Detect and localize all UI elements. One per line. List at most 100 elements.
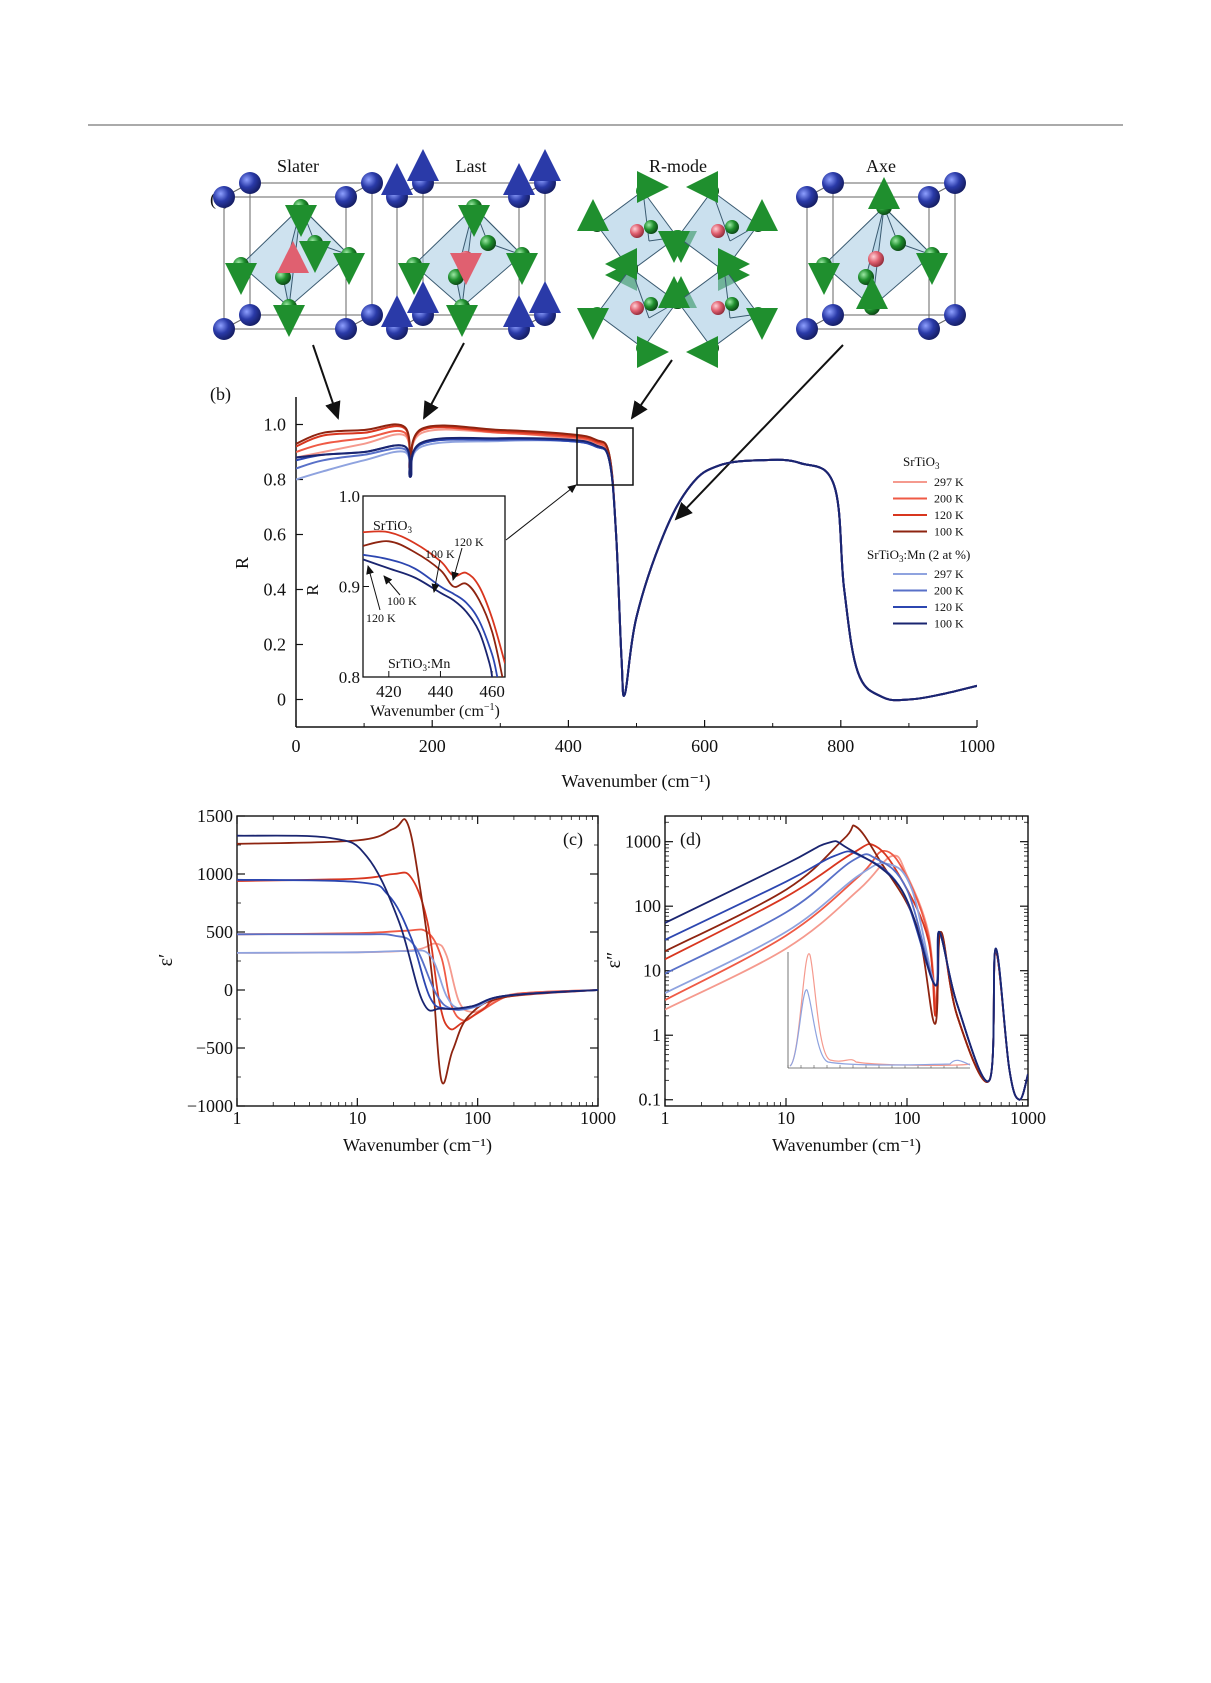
mode-structure-r-mode: R-mode	[577, 156, 778, 368]
legend-group-2: SrTiO3:Mn (2 at %)	[867, 547, 970, 564]
inset-series-mn-100k	[363, 558, 493, 677]
ti-atom	[711, 224, 725, 238]
o-atom	[293, 199, 309, 215]
inset-annotation: 100 K	[387, 594, 417, 608]
o-atom	[876, 199, 892, 215]
sr-atom	[508, 318, 530, 340]
x-axis-label: Wavenumber (cm⁻¹)	[562, 771, 711, 792]
x-tick-label: 200	[419, 736, 446, 756]
c-series-mn-120k	[237, 878, 598, 1011]
inset-annotation: 120 K	[454, 535, 484, 549]
c-series-sto-100k	[237, 818, 598, 1085]
sr-atom	[361, 172, 383, 194]
y-tick-label: 1.0	[264, 415, 287, 435]
o-atom	[448, 269, 464, 285]
sr-atom	[213, 186, 235, 208]
inset-d-curve-mn	[789, 989, 971, 1067]
sr-atom	[822, 172, 844, 194]
o-atom	[864, 299, 880, 315]
y-tick-label: 0.8	[264, 470, 287, 490]
sr-atom	[918, 186, 940, 208]
y-tick-label: 100	[634, 896, 661, 916]
pointer-axe	[674, 344, 844, 521]
c-series-sto-297k	[237, 942, 598, 1014]
x-axis-label: Wavenumber (cm⁻¹)	[772, 1135, 921, 1156]
x-tick-label: 1	[661, 1108, 670, 1128]
legend-group-1: SrTiO3	[903, 454, 940, 471]
legend-item: 100 K	[934, 525, 964, 539]
legend-item: 120 K	[934, 600, 964, 614]
sr-atom	[386, 186, 408, 208]
o-atom	[924, 247, 940, 263]
legend-item: 200 K	[934, 492, 964, 506]
o-atom	[233, 257, 249, 273]
legend: SrTiO3 SrTiO3:Mn (2 at %) 297 K 200 K 120 …	[867, 454, 970, 631]
mode-structure-Axe: Axe	[796, 156, 966, 340]
y-tick-label: 1500	[197, 806, 233, 826]
y-tick-label: −1000	[187, 1096, 233, 1116]
o-atom	[341, 247, 357, 263]
inset-y-tick-label: 0.9	[339, 578, 360, 597]
y-tick-label: 0.4	[264, 580, 287, 600]
pointer-slater	[312, 344, 341, 420]
inset-annotation: 120 K	[366, 611, 396, 625]
plot-frame-d	[664, 815, 1029, 1107]
c-series-mn-200k	[237, 933, 598, 1011]
ti-atom	[630, 224, 644, 238]
d-series-sto-100k	[665, 824, 1028, 1101]
sr-atom	[239, 172, 261, 194]
inset-series-sto-100k	[363, 540, 504, 677]
panel-label-c: (c)	[563, 829, 583, 850]
sr-atom	[412, 172, 434, 194]
inset-y-tick-label: 0.8	[339, 668, 360, 687]
mode-title-slater: Slater	[277, 156, 319, 176]
sr-atom	[534, 172, 556, 194]
o-atom	[514, 247, 530, 263]
panel-label-b: (b)	[210, 384, 231, 405]
y-tick-label: 1000	[197, 864, 233, 884]
inset-d-curve-sto	[789, 953, 971, 1067]
sr-atom	[508, 186, 530, 208]
o-atom	[281, 299, 297, 315]
sr-atom	[386, 318, 408, 340]
ti-atom	[711, 301, 725, 315]
sr-atom	[239, 304, 261, 326]
ti-atom	[868, 251, 884, 267]
sr-atom	[944, 304, 966, 326]
y-tick-label: 1	[652, 1025, 661, 1045]
sr-atom	[412, 304, 434, 326]
x-tick-label: 1	[233, 1108, 242, 1128]
y-tick-label: 500	[206, 922, 233, 942]
mode-title-last: Last	[456, 156, 487, 176]
chart-c: 1 10 100 1000 −1000 −500 0 500 1000 1500 ε′ Wavenum…	[155, 806, 616, 1156]
y-tick-label: 0	[224, 980, 233, 1000]
mode-structure-Slater: Slater	[213, 156, 383, 340]
zoom-box	[576, 427, 634, 486]
sr-atom	[361, 304, 383, 326]
x-tick-label: 10	[348, 1108, 366, 1128]
c-series-sto-200k	[237, 928, 598, 1022]
y-axis-label: ε″	[603, 952, 625, 969]
inset-annotation-arrow	[431, 559, 441, 593]
y-tick-label: 0.2	[264, 635, 287, 655]
inset-x-tick-label: 460	[479, 682, 505, 701]
inset-x-tick-label: 420	[376, 682, 402, 701]
x-tick-label: 1000	[1010, 1108, 1046, 1128]
o-atom	[816, 257, 832, 273]
panel-label-d: (d)	[680, 829, 701, 850]
pointer-last	[423, 342, 465, 420]
sr-atom	[822, 304, 844, 326]
x-tick-label: 600	[691, 736, 718, 756]
o-atom	[454, 299, 470, 315]
inset-series-mn-120k	[363, 553, 499, 677]
legend-item: 297 K	[934, 475, 964, 489]
d-series-mn-100k	[665, 840, 1028, 1101]
o-atom	[644, 220, 658, 234]
sr-atom	[335, 186, 357, 208]
x-tick-label: 0	[292, 736, 301, 756]
inset-label-mn: SrTiO3:Mn	[388, 657, 450, 673]
y-axis-label: ε′	[155, 954, 177, 967]
sr-atom	[796, 318, 818, 340]
o-atom	[725, 220, 739, 234]
